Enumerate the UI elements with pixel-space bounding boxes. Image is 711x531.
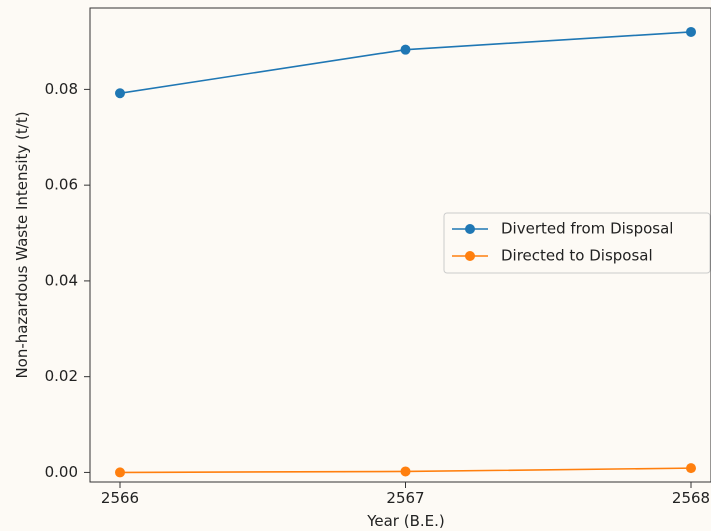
- legend: Diverted from Disposal Directed to Dispo…: [443, 212, 711, 274]
- data-point: [115, 467, 125, 478]
- y-tick-label: 0.08: [45, 80, 78, 98]
- y-axis-label: Non-hazardous Waste Intensity (t/t): [13, 111, 31, 378]
- legend-box: [443, 212, 711, 274]
- x-tick-label: 2568: [672, 489, 710, 507]
- legend-marker: [465, 224, 475, 234]
- y-tick-label: 0.02: [45, 367, 78, 385]
- data-point: [115, 88, 125, 99]
- data-point: [400, 44, 411, 55]
- series-points-directed: [115, 463, 696, 478]
- y-tick-label: 0.00: [45, 463, 78, 481]
- data-point: [686, 26, 696, 37]
- legend-item-diverted: Diverted from Disposal: [452, 220, 673, 238]
- x-axis-label: Year (B.E.): [366, 512, 445, 530]
- data-point: [400, 466, 411, 477]
- data-point: [686, 463, 696, 474]
- y-tick-label: 0.04: [45, 271, 78, 289]
- series-points-diverted: [115, 26, 696, 99]
- y-axis: 0.00 0.02 0.04 0.06 0.08: [45, 80, 90, 481]
- legend-item-directed: Directed to Disposal: [452, 247, 653, 265]
- legend-label: Diverted from Disposal: [501, 220, 673, 238]
- legend-marker: [465, 251, 475, 261]
- x-axis: 2566 2567 2568: [101, 482, 710, 507]
- x-tick-label: 2566: [101, 489, 139, 507]
- y-tick-label: 0.06: [45, 176, 78, 194]
- x-tick-label: 2567: [386, 489, 424, 507]
- legend-label: Directed to Disposal: [501, 247, 653, 265]
